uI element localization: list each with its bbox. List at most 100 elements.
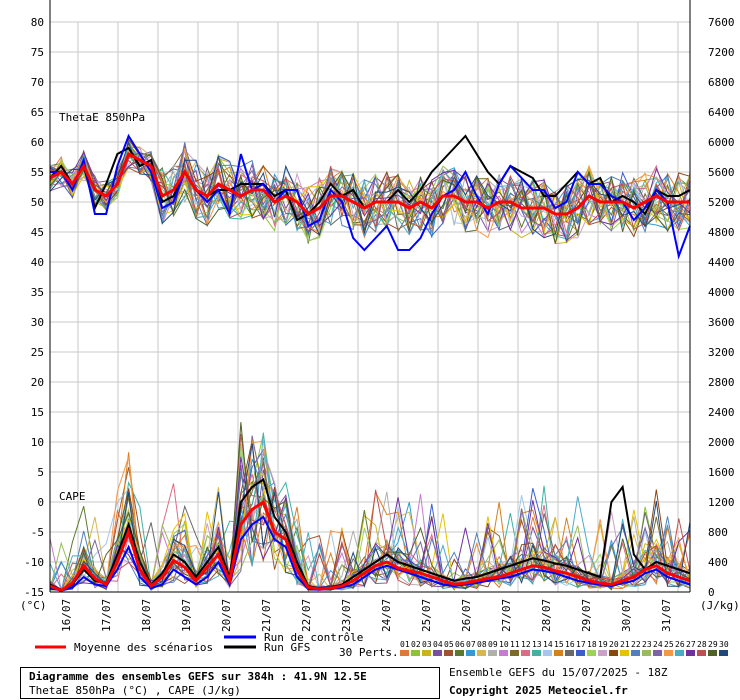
date-tick-label: 20/07 [220, 599, 233, 632]
left-tick-label: -10 [24, 556, 44, 569]
member-number-label: 06 [455, 640, 465, 649]
member-number-label: 20 [609, 640, 619, 649]
left-tick-label: 75 [31, 46, 44, 59]
member-number-label: 13 [532, 640, 542, 649]
cape-member-line [49, 443, 691, 592]
legend-mean-label: Moyenne des scénarios [74, 641, 213, 654]
right-tick-label: 800 [708, 526, 728, 539]
member-number-label: 03 [422, 640, 432, 649]
member-number-label: 11 [510, 640, 520, 649]
member-swatch [642, 650, 651, 656]
date-tick-label: 28/07 [540, 599, 553, 632]
thetae-member-line [49, 156, 691, 233]
right-tick-label: 7200 [708, 46, 735, 59]
member-swatch [587, 650, 596, 656]
member-number-label: 28 [697, 640, 707, 649]
member-swatch [686, 650, 695, 656]
date-tick-label: 17/07 [100, 599, 113, 632]
left-tick-label: 55 [31, 166, 44, 179]
member-number-label: 09 [488, 640, 498, 649]
right-tick-label: 2800 [708, 376, 735, 389]
right-tick-label: 4400 [708, 256, 735, 269]
right-tick-label: 7600 [708, 16, 735, 29]
member-swatch [455, 650, 464, 656]
main-lines [49, 133, 691, 593]
footer-box: Diagramme des ensembles GEFS sur 384h : … [20, 667, 440, 699]
thetae-mean-line [49, 151, 690, 216]
member-swatch [620, 650, 629, 656]
member-swatch [521, 650, 530, 656]
left-tick-label: 60 [31, 136, 44, 149]
date-tick-label: 21/07 [260, 599, 273, 632]
date-tick-label: 24/07 [380, 599, 393, 632]
date-tick-label: 27/07 [500, 599, 513, 632]
date-tick-label: 22/07 [300, 599, 313, 632]
legend-gfs-label: Run GFS [264, 641, 310, 654]
left-tick-label: 0 [37, 496, 44, 509]
member-number-label: 29 [708, 640, 718, 649]
left-tick-label: 70 [31, 76, 44, 89]
member-swatch [433, 650, 442, 656]
right-tick-label: 3600 [708, 316, 735, 329]
right-tick-label: 6000 [708, 136, 735, 149]
right-tick-label: 3200 [708, 346, 735, 359]
left-tick-label: 35 [31, 286, 44, 299]
member-number-label: 30 [719, 640, 729, 649]
member-swatch [609, 650, 618, 656]
left-tick-label: 65 [31, 106, 44, 119]
date-tick-label: 25/07 [420, 599, 433, 632]
footer-title: Diagramme des ensembles GEFS sur 384h : … [29, 670, 367, 683]
member-number-label: 15 [554, 640, 564, 649]
right-tick-label: 2400 [708, 406, 735, 419]
member-swatch [422, 650, 431, 656]
date-tick-label: 31/07 [660, 599, 673, 632]
date-tick-label: 29/07 [580, 599, 593, 632]
member-number-label: 16 [565, 640, 575, 649]
date-tick-label: 30/07 [620, 599, 633, 632]
left-tick-label: 80 [31, 16, 44, 29]
left-tick-label: -15 [24, 586, 44, 599]
right-tick-label: 2000 [708, 436, 735, 449]
member-number-label: 18 [587, 640, 597, 649]
cape-gfs-line [49, 477, 691, 591]
member-swatch [653, 650, 662, 656]
left-tick-label: 20 [31, 376, 44, 389]
member-number-label: 08 [477, 640, 487, 649]
right-tick-label: 5200 [708, 196, 735, 209]
member-number-label: 12 [521, 640, 531, 649]
member-number-label: 22 [631, 640, 641, 649]
member-swatch [510, 650, 519, 656]
right-tick-label: 0 [708, 586, 715, 599]
panel-label-thetae: ThetaE 850hPa [59, 111, 145, 124]
member-swatch [719, 650, 728, 656]
cape-mean-line [49, 499, 691, 593]
member-legend: 01 02 03 04 05 06 07 08 09 10 11 12 13 14 15 16 17 18 19 20… [400, 640, 729, 656]
right-tick-label: 4800 [708, 226, 735, 239]
member-number-label: 01 [400, 640, 410, 649]
member-lines [49, 138, 691, 593]
member-swatch [631, 650, 640, 656]
grid [50, 21, 690, 593]
member-swatch [598, 650, 607, 656]
left-tick-label: 50 [31, 196, 44, 209]
member-number-label: 05 [444, 640, 454, 649]
member-number-label: 23 [642, 640, 652, 649]
member-swatch [554, 650, 563, 656]
right-tick-label: 6800 [708, 76, 735, 89]
member-swatch [697, 650, 706, 656]
member-swatch [675, 650, 684, 656]
right-tick-label: 4000 [708, 286, 735, 299]
member-swatch [565, 650, 574, 656]
member-swatch [477, 650, 486, 656]
left-tick-label: 10 [31, 436, 44, 449]
right-unit-label: (J/kg) [700, 599, 740, 612]
date-tick-label: 18/07 [140, 599, 153, 632]
thetae-control-line [50, 133, 691, 260]
member-swatch [466, 650, 475, 656]
left-tick-label: 5 [37, 466, 44, 479]
member-number-label: 17 [576, 640, 586, 649]
left-unit-label: (°C) [20, 599, 47, 612]
footer-copyright: Copyright 2025 Meteociel.fr [449, 684, 628, 697]
